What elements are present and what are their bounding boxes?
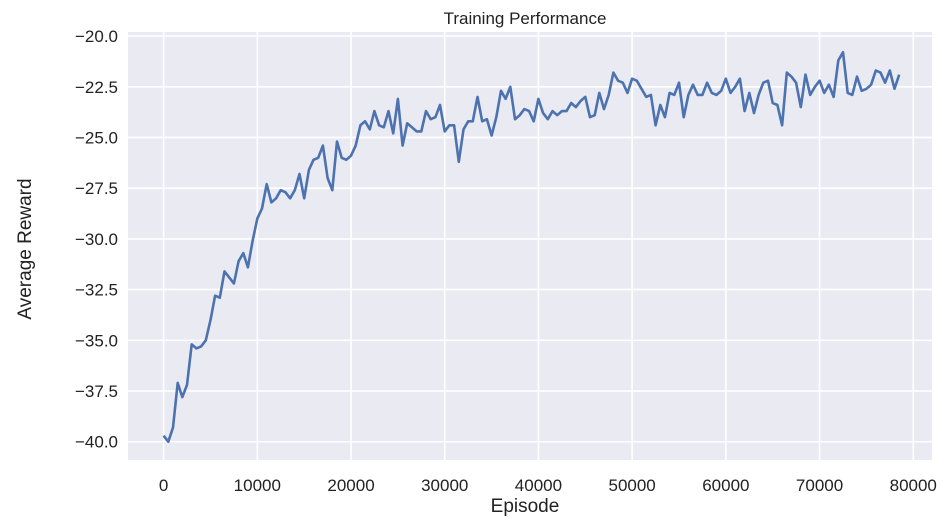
chart-title: Training Performance [444,9,607,28]
x-tick-label: 40000 [515,476,562,495]
x-tick-label: 80000 [890,476,937,495]
series-layer [162,50,901,444]
y-tick-labels: −40.0 −37.5 −35.0 −32.5 −30.0 −27.5 −25.0 −22.5… [75,27,118,452]
y-tick-label: −27.5 [75,179,118,198]
x-tick-label: 50000 [608,476,655,495]
x-tick-label: 70000 [796,476,843,495]
y-tick-label: −22.5 [75,78,118,97]
x-axis-label: Episode [491,496,560,517]
y-tick-label: −32.5 [75,281,118,300]
x-tick-label: 60000 [702,476,749,495]
grid [128,32,932,460]
y-tick-label: −25.0 [75,128,118,147]
x-tick-label: 10000 [234,476,281,495]
y-tick-label: −20.0 [75,27,118,46]
x-tick-label: 0 [159,476,168,495]
x-tick-label: 30000 [421,476,468,495]
y-tick-label: −35.0 [75,331,118,350]
y-axis-label: Average Reward [15,178,36,319]
x-tick-label: 20000 [327,476,374,495]
y-tick-label: −40.0 [75,433,118,452]
y-tick-label: −37.5 [75,382,118,401]
plot-area-background [128,32,932,460]
series-line [162,50,901,444]
x-tick-labels: 0 10000 20000 30000 40000 50000 60000 70000 8000… [159,476,937,495]
y-tick-label: −30.0 [75,230,118,249]
